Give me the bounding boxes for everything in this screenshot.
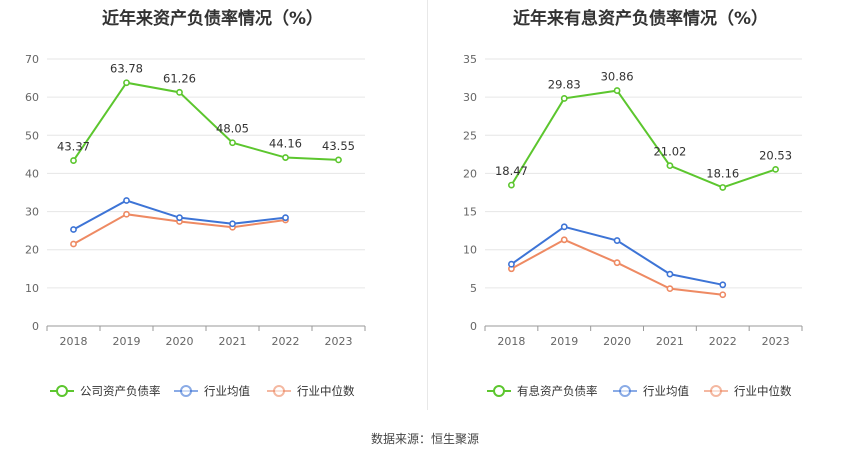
legend-swatch-marker [493,385,505,397]
series-line [510,225,723,286]
y-tick-label: 30 [25,206,39,219]
data-label: 43.37 [57,140,90,154]
y-tick-label: 20 [463,167,477,180]
y-tick-label: 0 [32,320,39,333]
x-tick-label: 2021 [656,335,684,348]
panel-divider [427,0,428,410]
legend-swatch-marker [56,385,68,397]
data-label: 48.05 [216,122,249,136]
chart-right-svg: 0 5 10 15 20 25 30 35 2018 2019 2020 2021 2022 2023 18… [463,53,803,398]
chart-left-title: 近年来资产负债率情况（%） [101,9,324,29]
legend-label: 行业中位数 [734,384,792,398]
data-source: 数据来源：恒生聚源 [370,432,479,446]
y-tick-label: 15 [463,206,477,219]
data-point [560,236,568,244]
data-point [719,281,727,289]
data-point [282,154,289,161]
data-point [508,181,515,189]
legend-swatch-marker [710,385,722,397]
legend-label: 公司资产负债率 [80,384,161,398]
data-point [613,237,621,244]
data-label: 30.86 [601,70,634,84]
y-tick-label: 50 [25,129,39,142]
data-point [666,162,674,170]
data-label: 44.16 [269,137,302,151]
x-tick-label: 2019 [550,335,578,348]
y-tick-label: 10 [25,282,39,295]
series-line [72,81,339,162]
data-point [70,157,77,164]
data-label: 63.78 [110,62,143,76]
data-point [719,291,727,299]
x-tick-label: 2022 [272,335,300,348]
data-point [613,259,621,267]
data-point [613,87,621,94]
data-label: 43.55 [322,139,355,153]
data-label: 29.83 [548,77,581,91]
chart-left: 近年来资产负债率情况（%） 0 10 20 30 40 50 60 70 2018 2019 202… [0,0,425,420]
legend-label: 行业中位数 [297,384,355,398]
series-line [510,89,776,189]
chart-left-svg: 0 10 20 30 40 50 60 70 2018 2019 2020 2021 2022 2023 4… [25,53,366,398]
data-label: 18.47 [495,164,528,178]
chart-right-title: 近年来有息资产负债率情况（%） [512,9,769,29]
y-tick-label: 10 [463,244,477,257]
x-tick-label: 2021 [219,335,247,348]
x-tick-label: 2023 [762,335,790,348]
data-label: 20.53 [759,148,792,162]
data-point [772,165,779,173]
y-tick-label: 25 [463,129,477,142]
x-tick-label: 2023 [325,335,353,348]
y-tick-label: 0 [470,320,477,333]
data-point [282,214,289,222]
data-point [123,197,130,204]
y-tick-label: 20 [25,244,39,257]
data-point [560,223,568,231]
data-point [229,139,236,147]
data-point [176,214,183,222]
x-tick-label: 2020 [166,335,194,348]
chart-right: 近年来有息资产负债率情况（%） 0 5 10 15 20 25 30 35 2018 2019 20… [428,0,850,420]
y-tick-label: 40 [25,167,39,180]
legend-label: 有息资产负债率 [517,384,598,398]
data-point [70,240,77,248]
data-point [70,226,77,233]
data-point [229,220,236,228]
y-tick-label: 35 [463,53,477,66]
data-point [123,79,130,87]
data-label: 61.26 [163,71,196,85]
data-point [666,270,674,278]
data-label: 21.02 [653,145,686,159]
x-tick-label: 2019 [113,335,141,348]
x-tick-label: 2022 [709,335,737,348]
legend-label: 行业均值 [643,384,689,398]
data-point [123,210,130,218]
data-point [508,260,515,268]
x-tick-label: 2018 [60,335,88,348]
data-point [335,156,342,164]
series-line [510,238,723,296]
data-point [666,285,674,293]
y-tick-label: 30 [463,91,477,104]
y-tick-label: 5 [470,282,477,295]
data-point [719,184,727,191]
data-label: 18.16 [706,166,739,180]
legend-swatch-marker [273,385,285,397]
x-tick-label: 2018 [497,335,525,348]
data-point [176,88,183,96]
x-tick-label: 2020 [603,335,631,348]
legend-swatch-marker [180,385,192,397]
legend-label: 行业均值 [204,384,250,398]
data-point [560,95,568,102]
y-tick-label: 60 [25,91,39,104]
y-tick-label: 70 [25,53,39,66]
legend-swatch-marker [619,385,631,397]
